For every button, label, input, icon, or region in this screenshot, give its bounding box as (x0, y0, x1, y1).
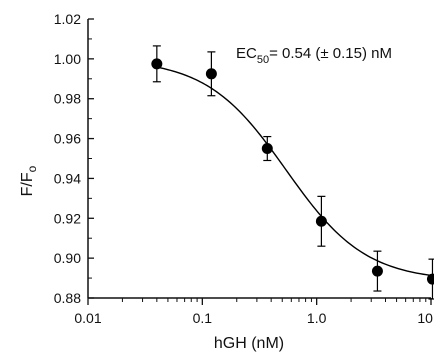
y-axis-title: F/Fo (19, 165, 39, 196)
y-tick-label-5: 0.98 (54, 91, 81, 107)
data-point-0 (151, 45, 163, 83)
y-tick-label-7: 1.02 (54, 11, 81, 27)
data-point-3 (315, 195, 327, 247)
annotation-suffix: = 0.54 (± 0.15) nM (269, 45, 392, 62)
y-tick-label-3: 0.94 (54, 170, 81, 186)
plot-area: 0.88 0.90 0.92 0.94 0.96 0.98 1.00 1.02 0.01 0.1… (54, 11, 434, 326)
y-tick-label-6: 1.00 (54, 51, 81, 67)
data-point-5 (426, 258, 434, 300)
x-tick-label-1: 0.1 (193, 310, 213, 326)
y-tick-label-0: 0.88 (54, 290, 81, 306)
y-tick-label-4: 0.96 (54, 131, 81, 147)
annotation-ec50: EC50= 0.54 (± 0.15) nM (236, 45, 392, 66)
annotation-prefix: EC (236, 45, 257, 62)
data-point-4 (371, 250, 383, 292)
y-tick-label-2: 0.92 (54, 210, 81, 226)
x-axis-title: hGH (nM) (214, 335, 284, 352)
y-axis-title-group: F/Fo (19, 165, 39, 196)
data-point-2 (261, 135, 273, 162)
marker-4 (371, 265, 383, 277)
annotation-subscript: 50 (257, 54, 269, 66)
marker-5 (426, 273, 434, 285)
fit-curve (156, 66, 433, 277)
y-axis-title-sub: o (25, 165, 39, 172)
y-axis-ticks: 0.88 0.90 0.92 0.94 0.96 0.98 1.00 1.02 (54, 11, 94, 306)
marker-0 (151, 58, 163, 70)
data-point-1 (205, 51, 217, 97)
marker-1 (205, 68, 217, 80)
marker-3 (315, 215, 327, 227)
x-tick-label-0: 0.01 (74, 310, 101, 326)
y-tick-label-1: 0.90 (54, 250, 81, 266)
y-axis-title-main: F/F (19, 172, 36, 196)
x-axis-ticks: 0.01 0.1 1.0 10.0 (74, 298, 434, 326)
x-tick-label-2: 1.0 (307, 310, 327, 326)
data-points (151, 45, 434, 300)
marker-2 (261, 143, 273, 155)
x-tick-label-3: 10.0 (417, 310, 434, 326)
